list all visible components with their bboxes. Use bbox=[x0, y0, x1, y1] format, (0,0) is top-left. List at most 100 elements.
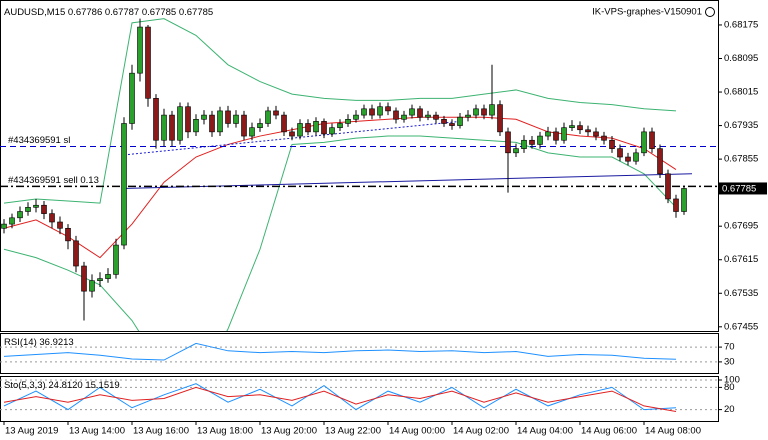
y-tick-label: 0.67695 bbox=[724, 221, 758, 232]
main-panel bbox=[0, 0, 719, 332]
quote: 0.67787 bbox=[105, 7, 139, 18]
y-tick-label: 100 bbox=[724, 375, 740, 386]
candle-body bbox=[657, 148, 663, 175]
x-tick-label: 14 Aug 02:00 bbox=[453, 426, 509, 437]
candle-body bbox=[289, 131, 295, 137]
candle-body bbox=[649, 131, 655, 149]
watermark: IK-VPS-graphes-V150901 bbox=[592, 7, 702, 18]
candle-body bbox=[73, 240, 79, 267]
candle-body bbox=[241, 114, 247, 137]
x-tick-label: 13 Aug 16:00 bbox=[133, 426, 189, 437]
x-tick-label: 14 Aug 00:00 bbox=[389, 426, 445, 437]
trend-line bbox=[123, 173, 693, 189]
y-tick-label: 0.67935 bbox=[724, 120, 758, 131]
y-tick-label: 0.68015 bbox=[724, 87, 758, 98]
candle-body bbox=[281, 114, 287, 133]
candle-body bbox=[369, 108, 375, 116]
candle-body bbox=[473, 108, 479, 116]
candle-body bbox=[41, 204, 47, 214]
candle-body bbox=[529, 139, 535, 145]
candle-body bbox=[321, 121, 327, 135]
candle-body bbox=[89, 280, 95, 292]
candle-body bbox=[305, 123, 311, 133]
price-label: 0.67785 bbox=[722, 183, 756, 194]
candle-body bbox=[201, 114, 207, 120]
candle-body bbox=[497, 104, 503, 133]
candle-body bbox=[665, 173, 671, 200]
candle-body bbox=[169, 114, 175, 141]
x-tick-label: 13 Aug 2019 bbox=[5, 426, 58, 437]
candle-body bbox=[385, 106, 391, 112]
candle-body bbox=[457, 116, 463, 126]
quote: 0.67785 bbox=[142, 7, 176, 18]
y-tick-label: 30 bbox=[724, 356, 735, 367]
candle-body bbox=[225, 110, 231, 124]
candle-body bbox=[577, 125, 583, 131]
candle-body bbox=[33, 204, 39, 208]
candle-body bbox=[145, 26, 151, 99]
x-tick-label: 14 Aug 04:00 bbox=[517, 426, 573, 437]
x-tick-label: 13 Aug 14:00 bbox=[69, 426, 125, 437]
candle-body bbox=[441, 118, 447, 124]
candle-body bbox=[433, 114, 439, 120]
price-box bbox=[719, 182, 767, 195]
candle-body bbox=[25, 207, 31, 212]
y-tick-label: 0.67455 bbox=[724, 321, 758, 332]
candle-body bbox=[97, 278, 103, 281]
candle-body bbox=[49, 213, 55, 223]
x-tick-label: 14 Aug 06:00 bbox=[581, 426, 637, 437]
y-tick-label: 0.67855 bbox=[724, 154, 758, 165]
candle-body bbox=[65, 227, 71, 242]
candle-body bbox=[377, 106, 383, 116]
stoch-label: Sto(5,3,3) bbox=[4, 380, 46, 391]
candle-body bbox=[185, 106, 191, 133]
candle-body bbox=[425, 114, 431, 118]
y-tick-label: 80 bbox=[724, 382, 735, 393]
candle-body bbox=[361, 108, 367, 116]
y-tick-label: 0.67615 bbox=[724, 254, 758, 265]
candle-body bbox=[489, 104, 495, 116]
x-tick-label: 13 Aug 18:00 bbox=[197, 426, 253, 437]
candle-body bbox=[537, 135, 543, 145]
candle-body bbox=[673, 198, 679, 212]
y-tick-label: 0.68175 bbox=[724, 19, 758, 30]
candle-body bbox=[345, 118, 351, 124]
candle-body bbox=[217, 110, 223, 133]
x-tick-label: 13 Aug 20:00 bbox=[261, 426, 317, 437]
candle-body bbox=[17, 211, 23, 219]
candle-body bbox=[81, 265, 87, 292]
rsi-plot bbox=[0, 342, 718, 363]
x-tick-label: 13 Aug 22:00 bbox=[325, 426, 381, 437]
bollinger-upper bbox=[3, 18, 677, 204]
candle-body bbox=[521, 139, 527, 149]
candle-body bbox=[617, 148, 623, 158]
candle-body bbox=[265, 110, 271, 124]
quote: 0.67786 bbox=[68, 7, 102, 18]
candle-body bbox=[337, 123, 343, 128]
candle-body bbox=[9, 217, 15, 225]
candle-body bbox=[329, 127, 335, 135]
candle-body bbox=[641, 131, 647, 154]
candle-body bbox=[1, 223, 7, 229]
bollinger-lower bbox=[3, 135, 677, 331]
candle-body bbox=[57, 221, 63, 229]
symbol: AUDUSD,M15 bbox=[4, 7, 65, 18]
candle-body bbox=[177, 106, 183, 141]
candle-body bbox=[273, 110, 279, 116]
moving-average bbox=[3, 116, 677, 259]
candle-body bbox=[153, 98, 159, 141]
stoch-value: 15.1519 bbox=[85, 380, 119, 391]
candle-body bbox=[409, 108, 415, 116]
candle-body bbox=[233, 114, 239, 124]
candle-body bbox=[249, 127, 255, 137]
candle-body bbox=[553, 131, 559, 141]
candle-body bbox=[257, 123, 263, 128]
candle-body bbox=[121, 123, 127, 246]
indicator-line bbox=[3, 386, 677, 412]
candle-body bbox=[585, 129, 591, 133]
candle-body bbox=[545, 131, 551, 137]
candle-body bbox=[209, 114, 215, 133]
y-tick-label: 0.67535 bbox=[724, 288, 758, 299]
candle-body bbox=[193, 118, 199, 133]
